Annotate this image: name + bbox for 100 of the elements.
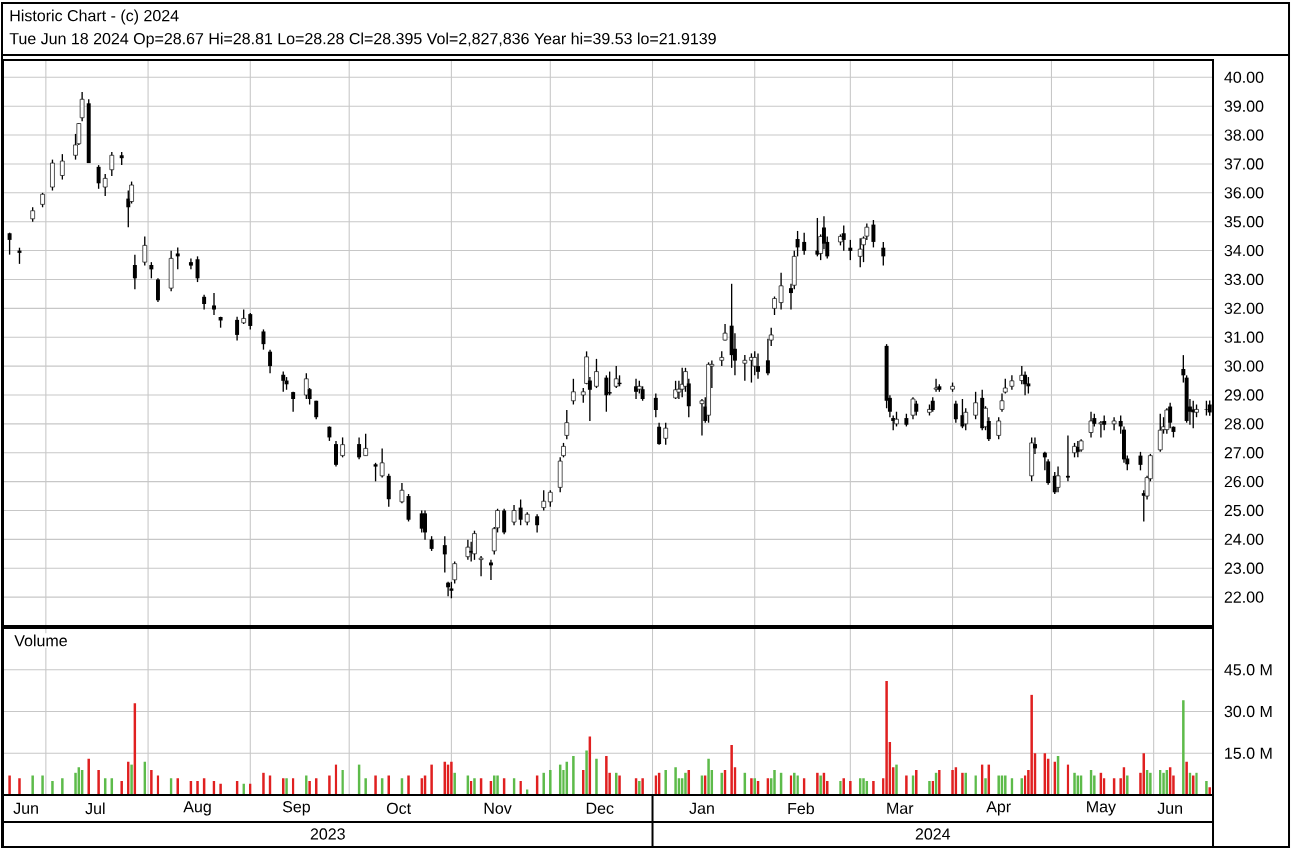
candlestick <box>340 436 345 459</box>
x-tick-label: Nov <box>484 802 512 814</box>
candlestick <box>999 392 1005 413</box>
x-tick-label: Jan <box>689 802 714 814</box>
candlestick <box>541 489 547 512</box>
candlestick <box>953 400 958 424</box>
candlestick <box>604 374 609 413</box>
chart-subtitle: Tue Jun 18 2024 Op=28.67 Hi=28.81 Lo=28.28 Cl=28.395 Vol=2,827,836 Year hi=39.53 lo=21.9139 <box>9 32 716 48</box>
candlestick <box>334 440 338 468</box>
bar <box>97 769 100 795</box>
x-tick-label: Jun <box>1157 802 1183 814</box>
candlestick <box>195 255 200 283</box>
candlestick <box>1065 434 1070 482</box>
x-tick-label: Dec <box>586 802 614 814</box>
bar <box>120 781 123 795</box>
candlestick <box>871 219 876 249</box>
candlestick <box>881 241 886 267</box>
x-tick-label: Mar <box>887 802 914 814</box>
bar <box>1073 772 1076 795</box>
x-tick-label: Aug <box>183 801 211 816</box>
candlestick <box>1138 451 1143 472</box>
y-tick-label: 29.00 <box>1224 389 1264 401</box>
y-tick-label: 23.00 <box>1224 562 1264 574</box>
candlestick <box>502 508 507 535</box>
bar <box>862 778 865 795</box>
candlestick <box>188 257 193 271</box>
bar <box>1149 772 1152 795</box>
bar <box>374 775 377 795</box>
bar <box>730 744 733 795</box>
bar <box>493 775 496 795</box>
y-tick-label: 45.0 M <box>1224 664 1272 676</box>
candlestick <box>996 416 1002 440</box>
bar <box>430 764 433 795</box>
bar <box>31 775 34 795</box>
bar <box>997 775 1000 795</box>
candlestick <box>60 153 65 181</box>
candlestick <box>50 158 55 192</box>
bar <box>18 778 21 795</box>
candlestick <box>373 462 378 482</box>
candlestick <box>478 555 484 577</box>
y-tick-label: 24.00 <box>1224 533 1264 546</box>
candlestick <box>1111 416 1117 431</box>
bar <box>605 756 608 795</box>
y-tick-label: 36.00 <box>1224 187 1264 199</box>
candlestick <box>363 433 368 457</box>
candlestick <box>423 509 427 541</box>
x-tick-label: Jun <box>13 802 38 814</box>
bar <box>595 758 598 795</box>
bar <box>1126 775 1129 795</box>
candlestick <box>765 338 770 377</box>
bar <box>51 781 54 795</box>
y-tick-label: 15.0 M <box>1225 747 1272 759</box>
candlestick <box>518 498 523 526</box>
candlestick <box>564 409 570 440</box>
candlestick <box>132 253 137 290</box>
candlestick <box>79 91 85 122</box>
candlestick <box>756 352 760 380</box>
candlestick <box>235 316 240 342</box>
x-tick-label: Jul <box>85 802 105 815</box>
y-tick-label: 40.00 <box>1224 71 1264 83</box>
candlestick <box>102 173 108 197</box>
y-tick-label: 30.0 M <box>1224 705 1272 718</box>
bar <box>849 781 852 795</box>
bar <box>308 781 311 795</box>
y-tick-label: 22.00 <box>1224 591 1264 603</box>
bar <box>41 775 44 795</box>
y-tick-label: 26.00 <box>1224 475 1264 488</box>
candlestick <box>261 328 266 351</box>
y-tick-label: 30.00 <box>1224 360 1264 372</box>
candlestick <box>406 493 411 523</box>
candlestick <box>653 392 658 418</box>
bar <box>885 680 888 795</box>
candlestick <box>607 370 612 396</box>
y-tick-label: 31.00 <box>1224 331 1264 343</box>
candlestick <box>442 535 447 574</box>
candlestick <box>212 292 216 316</box>
text: 2023 <box>310 828 345 840</box>
y-tick-label: 27.00 <box>1224 447 1264 459</box>
bar <box>450 761 453 795</box>
candlestick <box>571 378 576 406</box>
bar <box>951 769 954 795</box>
candlestick <box>742 354 748 382</box>
bar <box>895 764 898 795</box>
candlestick <box>795 230 800 258</box>
bar <box>453 772 456 795</box>
bar <box>61 778 64 795</box>
candlestick <box>268 348 273 374</box>
bar <box>150 769 153 795</box>
candlestick <box>535 513 540 534</box>
x-tick-label: Apr <box>986 801 1011 816</box>
bar <box>1030 694 1033 795</box>
candlestick <box>399 482 405 504</box>
candlestick <box>848 239 853 261</box>
bar <box>1182 700 1185 795</box>
bar <box>8 775 11 795</box>
candlestick <box>109 151 115 177</box>
candlestick <box>379 447 385 479</box>
y-tick-label: 39.00 <box>1224 100 1264 112</box>
chart-title: Historic Chart - (c) 2024 <box>10 9 179 25</box>
candlestick <box>96 164 101 190</box>
